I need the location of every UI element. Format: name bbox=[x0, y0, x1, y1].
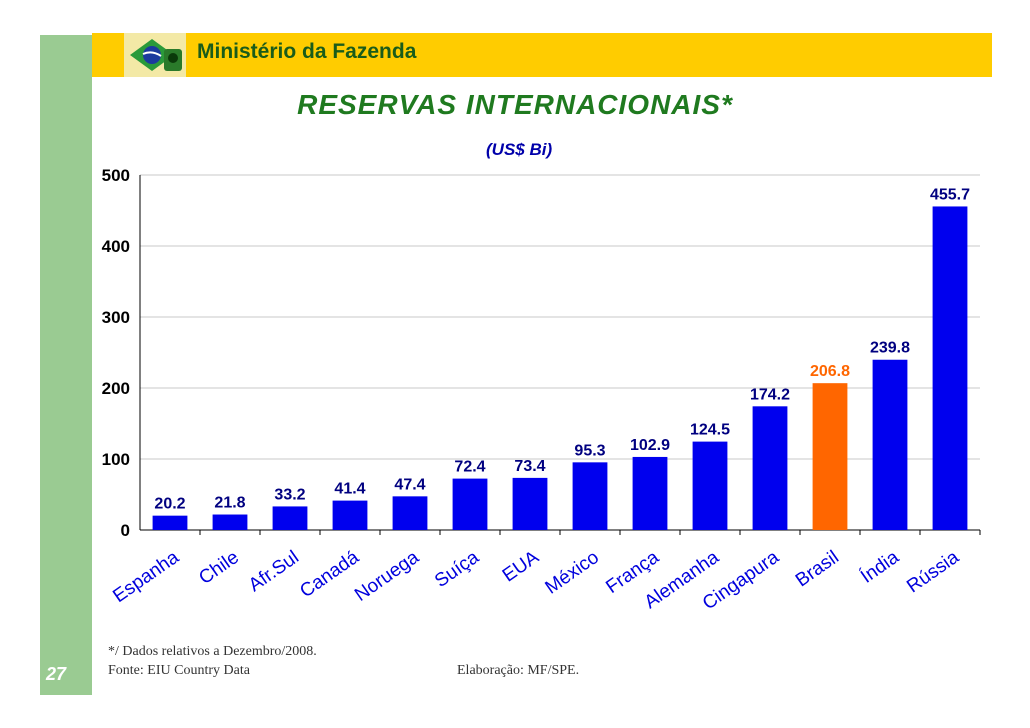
bar-m-xico bbox=[572, 462, 608, 530]
bar-canad- bbox=[332, 500, 368, 530]
bar-afr-sul bbox=[272, 506, 308, 530]
bar-value-label: 174.2 bbox=[750, 386, 790, 403]
bar-value-label: 239.8 bbox=[870, 340, 910, 357]
bar-cingapura bbox=[752, 406, 788, 530]
bar--ndia bbox=[872, 359, 908, 530]
header-bar bbox=[92, 33, 992, 77]
bar-value-label: 124.5 bbox=[690, 422, 730, 439]
bar-value-label: 73.4 bbox=[514, 458, 545, 475]
bar-value-label: 455.7 bbox=[930, 186, 970, 203]
category-label: Chile bbox=[195, 547, 243, 589]
slide-corner bbox=[92, 76, 152, 696]
category-label: Espanha bbox=[109, 547, 183, 607]
chart-title: RESERVAS INTERNACIONAIS* bbox=[297, 89, 733, 120]
y-tick-label: 200 bbox=[102, 379, 130, 398]
bar-value-label: 20.2 bbox=[154, 496, 185, 513]
category-label: Rússia bbox=[903, 547, 963, 598]
bar-value-label: 95.3 bbox=[574, 442, 605, 459]
category-label: Brasil bbox=[792, 547, 843, 591]
ministry-title: Ministério da Fazenda bbox=[197, 40, 417, 63]
category-label: Índia bbox=[857, 547, 903, 588]
bar-value-label: 206.8 bbox=[810, 363, 850, 380]
category-label: Suíça bbox=[431, 547, 483, 592]
bar-alemanha bbox=[692, 441, 728, 530]
bar-fran-a bbox=[632, 456, 668, 530]
bar-value-label: 102.9 bbox=[630, 437, 670, 454]
category-label: EUA bbox=[499, 547, 543, 587]
y-tick-label: 400 bbox=[102, 237, 130, 256]
footnote-credit: Elaboração: MF/SPE. bbox=[457, 663, 580, 678]
bar-chile bbox=[212, 514, 248, 530]
category-label: México bbox=[542, 547, 603, 599]
bar-value-label: 72.4 bbox=[454, 459, 485, 476]
y-tick-label: 100 bbox=[102, 450, 130, 469]
category-label: Noruega bbox=[351, 547, 423, 606]
chart-subtitle: (US$ Bi) bbox=[486, 140, 553, 159]
y-tick-label: 500 bbox=[102, 166, 130, 185]
bar-value-label: 47.4 bbox=[394, 476, 425, 493]
bar-su-a bbox=[452, 478, 488, 530]
bar-r-ssia bbox=[932, 206, 968, 530]
y-tick-label: 300 bbox=[102, 308, 130, 327]
y-tick-label: 0 bbox=[121, 521, 130, 540]
bar-value-label: 41.4 bbox=[334, 481, 365, 498]
brazil-flag-logo bbox=[124, 33, 186, 77]
bar-espanha bbox=[152, 515, 188, 530]
footnote-source: Fonte: EIU Country Data bbox=[108, 663, 250, 678]
page-number: 27 bbox=[46, 664, 67, 684]
bar-value-label: 21.8 bbox=[214, 495, 245, 512]
bar-eua bbox=[512, 477, 548, 530]
bar-brasil bbox=[812, 383, 848, 530]
bar-value-label: 33.2 bbox=[274, 486, 305, 503]
footnote-date: */ Dados relativos a Dezembro/2008. bbox=[108, 644, 317, 659]
bar-noruega bbox=[392, 496, 428, 530]
left-decor-strip bbox=[40, 35, 92, 695]
category-label: Afr.Sul bbox=[245, 547, 303, 596]
category-label: Canadá bbox=[296, 547, 363, 603]
